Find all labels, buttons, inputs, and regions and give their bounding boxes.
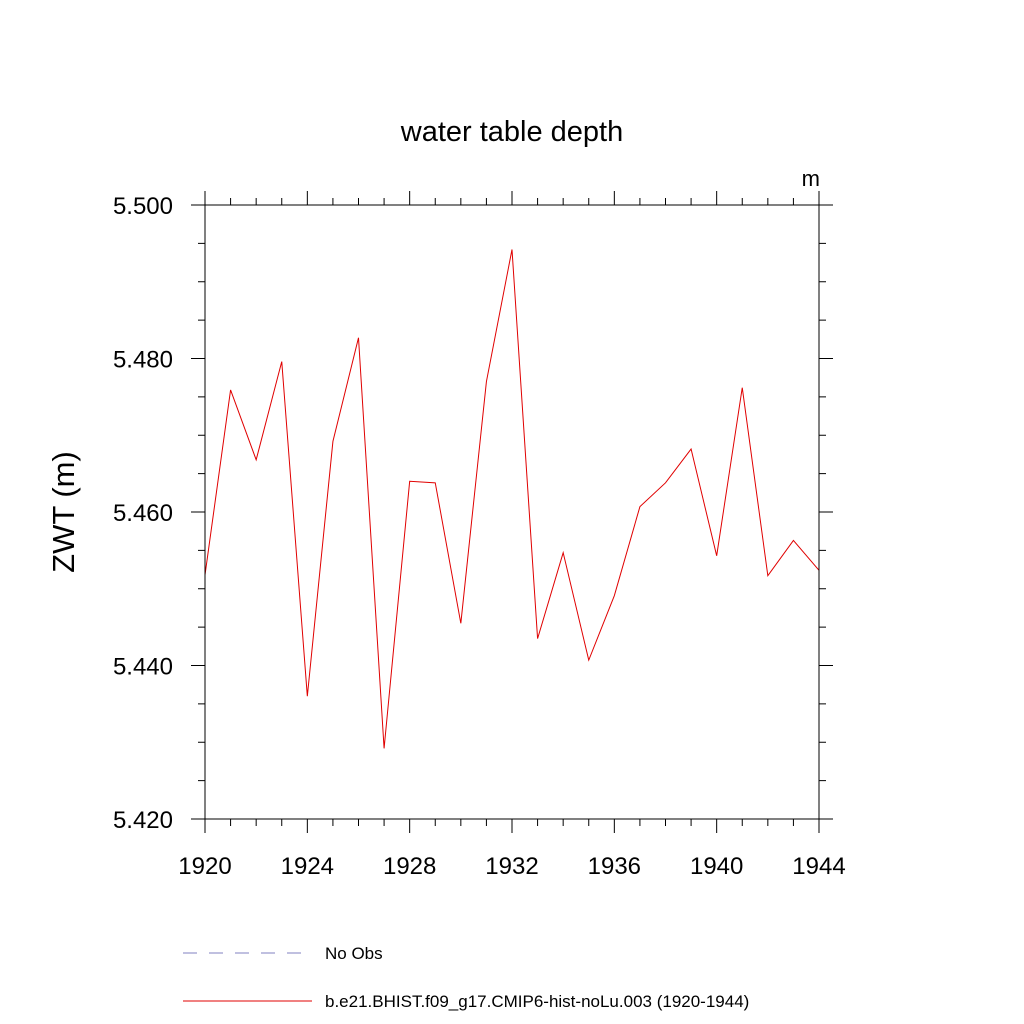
x-tick-label: 1940 [690,853,743,880]
y-tick-labels: 5.420 5.440 5.460 5.480 5.500 [113,193,173,834]
y-tick-label: 5.420 [113,807,173,834]
units-label: m [802,166,820,191]
plot-frame [204,204,820,820]
x-tick-label: 1932 [485,853,538,880]
legend: No Obs b.e21.BHIST.f09_g17.CMIP6-hist-noL… [183,944,749,1011]
series-layer [204,249,820,749]
y-tick-label: 5.480 [113,347,173,374]
y-tick-label: 5.440 [113,654,173,681]
x-tick-label: 1920 [178,853,231,880]
axis-ticks [191,191,833,833]
x-tick-label: 1944 [792,853,845,880]
y-axis-label: ZWT (m) [46,451,81,573]
x-tick-label: 1924 [281,853,334,880]
y-tick-label: 5.500 [113,193,173,220]
x-tick-labels: 1920 1924 1928 1932 1936 1940 1944 [178,853,845,880]
series-line-1 [204,249,820,749]
legend-label-1: b.e21.BHIST.f09_g17.CMIP6-hist-noLu.003 … [325,992,749,1011]
chart-title: water table depth [400,116,623,148]
x-tick-label: 1936 [588,853,641,880]
legend-label-0: No Obs [325,944,383,963]
y-tick-label: 5.460 [113,500,173,527]
x-tick-label: 1928 [383,853,436,880]
